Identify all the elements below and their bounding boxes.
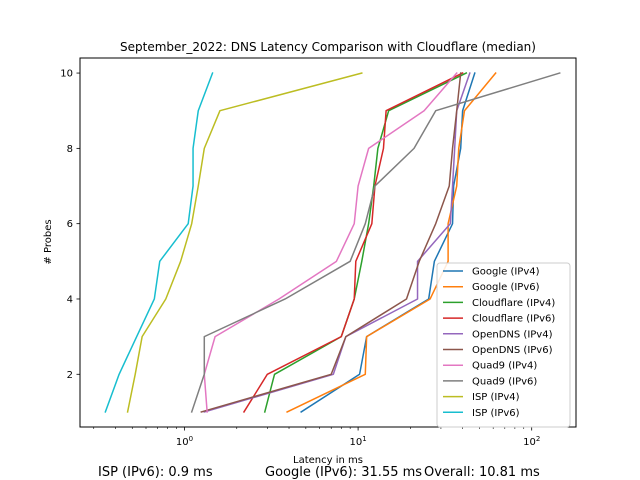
- series-line-8: [126, 72, 363, 413]
- series-line-4: [203, 72, 471, 413]
- plot-frame: [79, 57, 577, 428]
- x-tick-label: 100: [176, 435, 193, 448]
- legend: Google (IPv4) Google (IPv6) Cloudflare (IP…: [436, 262, 571, 428]
- y-tick-label: 8: [67, 144, 73, 155]
- x-tick-label: 102: [523, 435, 540, 448]
- legend-label-9: ISP (IPv6): [472, 408, 520, 419]
- chart-title: September_2022: DNS Latency Comparison w…: [120, 40, 536, 54]
- footer-stat-overall: Overall: 10.81 ms: [424, 465, 540, 480]
- y-tick-label: 10: [60, 69, 73, 80]
- y-axis-label: # Probes: [43, 219, 54, 264]
- x-tick-label: 101: [349, 435, 366, 448]
- series-line-9: [104, 72, 214, 413]
- legend-label-0: Google (IPv4): [472, 267, 540, 278]
- x-axis: 100 101 102: [93, 427, 540, 448]
- legend-label-2: Cloudflare (IPv4): [472, 298, 555, 309]
- series-line-2: [263, 72, 468, 413]
- legend-label-6: Quad9 (IPv4): [472, 361, 537, 372]
- y-axis: 2 4 6 8 10: [60, 69, 80, 381]
- y-tick-label: 6: [67, 219, 73, 230]
- series-line-7: [190, 72, 561, 413]
- series-line-1: [286, 72, 497, 413]
- legend-label-4: OpenDNS (IPv4): [472, 329, 553, 340]
- legend-label-1: Google (IPv6): [472, 282, 540, 293]
- legend-label-7: Quad9 (IPv6): [472, 376, 537, 387]
- legend-label-8: ISP (IPv4): [472, 392, 520, 403]
- series-line-6: [203, 72, 458, 413]
- legend-box: [436, 262, 571, 428]
- footer-stat-google-ipv6: Google (IPv6): 31.55 ms: [265, 465, 423, 480]
- legend-label-5: OpenDNS (IPv6): [472, 345, 553, 356]
- plot-lines: [104, 72, 561, 413]
- x-axis-label: Latency in ms: [293, 455, 363, 466]
- series-line-5: [200, 72, 462, 413]
- footer-stat-isp-ipv6: ISP (IPv6): 0.9 ms: [98, 465, 213, 480]
- y-tick-label: 4: [67, 294, 73, 305]
- legend-label-3: Cloudflare (IPv6): [472, 314, 555, 325]
- series-line-3: [242, 72, 464, 413]
- y-tick-label: 2: [67, 370, 73, 381]
